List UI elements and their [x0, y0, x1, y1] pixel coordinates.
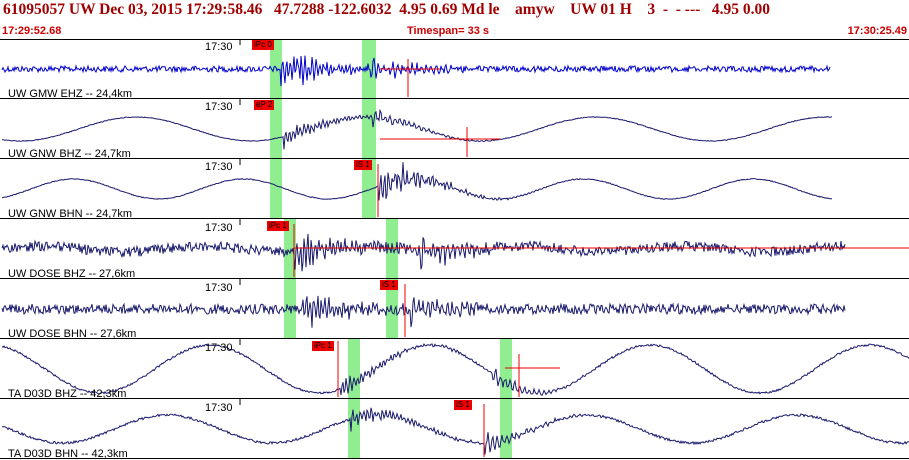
time-tick-label: 17:30 [205, 222, 233, 234]
waveform-trace [1, 295, 846, 328]
waveform-trace [1, 233, 846, 272]
time-tick-label: 17:30 [205, 161, 233, 173]
phase-window [270, 99, 282, 159]
waveform-trace [1, 108, 833, 150]
phase-pick-marker[interactable]: iS 1 [380, 280, 398, 290]
phase-window [348, 339, 360, 399]
phase-window [362, 99, 376, 159]
channel-label: UW DOSE BHZ -- 27,6km [8, 268, 136, 280]
channel-label: UW GNW BHZ -- 24,7km [8, 148, 131, 160]
channel-label: TA D03D BHZ -- 42,3km [8, 388, 127, 400]
phase-pick-marker[interactable]: iS 1 [454, 400, 472, 410]
channel-label: UW GMW EHZ -- 24,4km [8, 88, 133, 100]
waveform-trace [1, 342, 909, 396]
phase-pick-marker[interactable]: iPc 1 [267, 221, 289, 231]
phase-pick-marker[interactable]: iPc 0 [252, 40, 274, 50]
phase-window [270, 159, 282, 219]
time-tick-label: 17:30 [205, 41, 233, 53]
phase-window [386, 219, 398, 279]
channel-label: UW DOSE BHN -- 27,6km [8, 328, 137, 340]
phase-pick-marker[interactable]: iS 1 [354, 160, 372, 170]
time-bar: 17:29:52.68 Timespan= 33 s 17:30:25.49 [0, 24, 909, 39]
channel-label: TA D03D BHN -- 42,3km [8, 448, 128, 460]
waveform-canvas[interactable] [0, 39, 909, 460]
time-tick-label: 17:30 [205, 282, 233, 294]
waveform-trace [1, 407, 909, 455]
window-end-time: 17:30:25.49 [847, 25, 907, 37]
time-tick-label: 17:30 [205, 402, 233, 414]
timespan-label: Timespan= 33 s [407, 25, 490, 37]
waveform-trace [1, 162, 833, 201]
event-header: 61095057 UW Dec 03, 2015 17:29:58.46 47.… [0, 0, 909, 24]
time-tick-label: 17:30 [205, 101, 233, 113]
phase-pick-marker[interactable]: eP 2 [254, 100, 275, 110]
waveform-trace [1, 55, 831, 87]
phase-pick-marker[interactable]: iPc 1 [312, 341, 334, 351]
window-start-time: 17:29:52.68 [2, 25, 62, 37]
phase-window [348, 399, 360, 459]
event-summary-line: 61095057 UW Dec 03, 2015 17:29:58.46 47.… [3, 1, 771, 18]
channel-label: UW GNW BHN -- 24,7km [8, 208, 133, 220]
waveform-panels[interactable]: 17:30 iPc 0 UW GMW EHZ -- 24,4km 17:30 e… [0, 39, 909, 460]
time-tick-label: 17:30 [205, 342, 233, 354]
phase-window [362, 159, 376, 219]
phase-window [500, 339, 512, 399]
phase-window [284, 219, 296, 279]
phase-window [500, 399, 512, 459]
